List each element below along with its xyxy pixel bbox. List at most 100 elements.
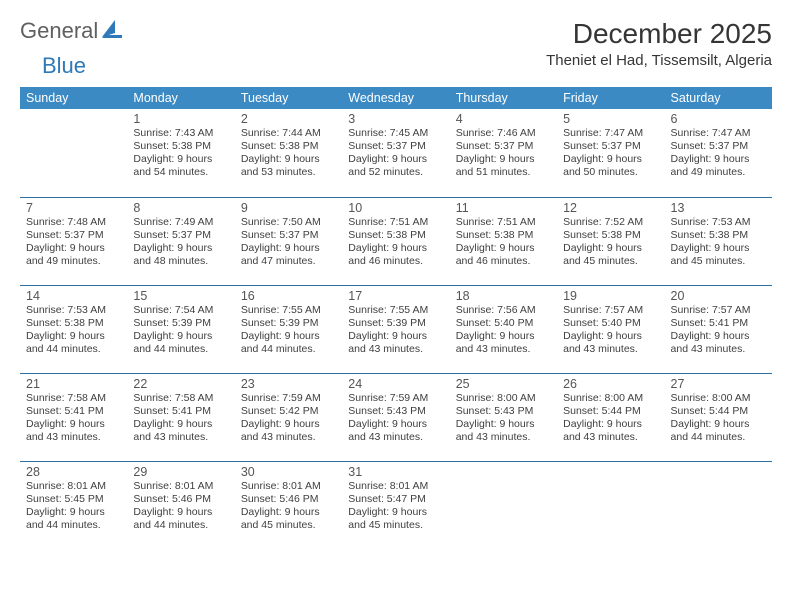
day-info: Sunrise: 7:53 AMSunset: 5:38 PMDaylight:…: [671, 216, 766, 269]
calendar-header-row: SundayMondayTuesdayWednesdayThursdayFrid…: [20, 87, 772, 109]
calendar-body: 1Sunrise: 7:43 AMSunset: 5:38 PMDaylight…: [20, 109, 772, 549]
calendar-day-cell: 16Sunrise: 7:55 AMSunset: 5:39 PMDayligh…: [235, 285, 342, 373]
logo-sail-icon: [102, 18, 122, 44]
day-info: Sunrise: 7:56 AMSunset: 5:40 PMDaylight:…: [456, 304, 551, 357]
day-number: 29: [133, 465, 228, 479]
calendar-day-cell: 21Sunrise: 7:58 AMSunset: 5:41 PMDayligh…: [20, 373, 127, 461]
calendar-day-cell: 23Sunrise: 7:59 AMSunset: 5:42 PMDayligh…: [235, 373, 342, 461]
calendar-week-row: 1Sunrise: 7:43 AMSunset: 5:38 PMDaylight…: [20, 109, 772, 197]
day-info: Sunrise: 7:51 AMSunset: 5:38 PMDaylight:…: [456, 216, 551, 269]
calendar-day-cell: 29Sunrise: 8:01 AMSunset: 5:46 PMDayligh…: [127, 461, 234, 549]
day-info: Sunrise: 7:44 AMSunset: 5:38 PMDaylight:…: [241, 127, 336, 180]
day-info: Sunrise: 7:52 AMSunset: 5:38 PMDaylight:…: [563, 216, 658, 269]
weekday-header: Wednesday: [342, 87, 449, 109]
day-number: 8: [133, 201, 228, 215]
day-number: 30: [241, 465, 336, 479]
day-number: 16: [241, 289, 336, 303]
calendar-day-cell: 11Sunrise: 7:51 AMSunset: 5:38 PMDayligh…: [450, 197, 557, 285]
day-number: 23: [241, 377, 336, 391]
day-number: 19: [563, 289, 658, 303]
weekday-header: Sunday: [20, 87, 127, 109]
day-number: 21: [26, 377, 121, 391]
day-number: 27: [671, 377, 766, 391]
day-number: 15: [133, 289, 228, 303]
logo-text-2: Blue: [42, 53, 86, 79]
day-info: Sunrise: 7:57 AMSunset: 5:41 PMDaylight:…: [671, 304, 766, 357]
title-block: December 2025 Theniet el Had, Tissemsilt…: [546, 18, 772, 69]
day-info: Sunrise: 7:54 AMSunset: 5:39 PMDaylight:…: [133, 304, 228, 357]
day-number: 9: [241, 201, 336, 215]
calendar-empty-cell: [665, 461, 772, 549]
day-info: Sunrise: 7:55 AMSunset: 5:39 PMDaylight:…: [241, 304, 336, 357]
day-number: 12: [563, 201, 658, 215]
calendar-day-cell: 4Sunrise: 7:46 AMSunset: 5:37 PMDaylight…: [450, 109, 557, 197]
calendar-day-cell: 3Sunrise: 7:45 AMSunset: 5:37 PMDaylight…: [342, 109, 449, 197]
calendar-day-cell: 17Sunrise: 7:55 AMSunset: 5:39 PMDayligh…: [342, 285, 449, 373]
calendar-day-cell: 8Sunrise: 7:49 AMSunset: 5:37 PMDaylight…: [127, 197, 234, 285]
weekday-header: Thursday: [450, 87, 557, 109]
day-info: Sunrise: 7:45 AMSunset: 5:37 PMDaylight:…: [348, 127, 443, 180]
day-info: Sunrise: 8:01 AMSunset: 5:47 PMDaylight:…: [348, 480, 443, 533]
day-number: 17: [348, 289, 443, 303]
day-number: 28: [26, 465, 121, 479]
day-number: 20: [671, 289, 766, 303]
weekday-header: Saturday: [665, 87, 772, 109]
day-number: 22: [133, 377, 228, 391]
calendar-day-cell: 28Sunrise: 8:01 AMSunset: 5:45 PMDayligh…: [20, 461, 127, 549]
day-info: Sunrise: 8:01 AMSunset: 5:46 PMDaylight:…: [241, 480, 336, 533]
day-info: Sunrise: 7:58 AMSunset: 5:41 PMDaylight:…: [26, 392, 121, 445]
day-info: Sunrise: 7:55 AMSunset: 5:39 PMDaylight:…: [348, 304, 443, 357]
calendar-week-row: 21Sunrise: 7:58 AMSunset: 5:41 PMDayligh…: [20, 373, 772, 461]
day-number: 2: [241, 112, 336, 126]
day-number: 10: [348, 201, 443, 215]
calendar-day-cell: 25Sunrise: 8:00 AMSunset: 5:43 PMDayligh…: [450, 373, 557, 461]
calendar-empty-cell: [20, 109, 127, 197]
day-info: Sunrise: 7:49 AMSunset: 5:37 PMDaylight:…: [133, 216, 228, 269]
logo: General: [20, 18, 124, 44]
day-info: Sunrise: 7:59 AMSunset: 5:43 PMDaylight:…: [348, 392, 443, 445]
calendar-empty-cell: [557, 461, 664, 549]
weekday-header: Monday: [127, 87, 234, 109]
day-info: Sunrise: 7:50 AMSunset: 5:37 PMDaylight:…: [241, 216, 336, 269]
day-number: 3: [348, 112, 443, 126]
calendar-day-cell: 12Sunrise: 7:52 AMSunset: 5:38 PMDayligh…: [557, 197, 664, 285]
day-info: Sunrise: 7:51 AMSunset: 5:38 PMDaylight:…: [348, 216, 443, 269]
day-info: Sunrise: 8:01 AMSunset: 5:45 PMDaylight:…: [26, 480, 121, 533]
day-info: Sunrise: 7:46 AMSunset: 5:37 PMDaylight:…: [456, 127, 551, 180]
calendar-day-cell: 2Sunrise: 7:44 AMSunset: 5:38 PMDaylight…: [235, 109, 342, 197]
calendar-day-cell: 26Sunrise: 8:00 AMSunset: 5:44 PMDayligh…: [557, 373, 664, 461]
calendar-empty-cell: [450, 461, 557, 549]
day-info: Sunrise: 7:43 AMSunset: 5:38 PMDaylight:…: [133, 127, 228, 180]
day-info: Sunrise: 8:01 AMSunset: 5:46 PMDaylight:…: [133, 480, 228, 533]
day-info: Sunrise: 7:58 AMSunset: 5:41 PMDaylight:…: [133, 392, 228, 445]
day-info: Sunrise: 7:57 AMSunset: 5:40 PMDaylight:…: [563, 304, 658, 357]
calendar-day-cell: 19Sunrise: 7:57 AMSunset: 5:40 PMDayligh…: [557, 285, 664, 373]
calendar-week-row: 7Sunrise: 7:48 AMSunset: 5:37 PMDaylight…: [20, 197, 772, 285]
day-info: Sunrise: 7:53 AMSunset: 5:38 PMDaylight:…: [26, 304, 121, 357]
calendar-day-cell: 1Sunrise: 7:43 AMSunset: 5:38 PMDaylight…: [127, 109, 234, 197]
calendar-week-row: 28Sunrise: 8:01 AMSunset: 5:45 PMDayligh…: [20, 461, 772, 549]
calendar-day-cell: 9Sunrise: 7:50 AMSunset: 5:37 PMDaylight…: [235, 197, 342, 285]
day-number: 24: [348, 377, 443, 391]
calendar-day-cell: 10Sunrise: 7:51 AMSunset: 5:38 PMDayligh…: [342, 197, 449, 285]
calendar-day-cell: 27Sunrise: 8:00 AMSunset: 5:44 PMDayligh…: [665, 373, 772, 461]
day-number: 7: [26, 201, 121, 215]
day-info: Sunrise: 8:00 AMSunset: 5:44 PMDaylight:…: [671, 392, 766, 445]
calendar-table: SundayMondayTuesdayWednesdayThursdayFrid…: [20, 87, 772, 549]
calendar-day-cell: 15Sunrise: 7:54 AMSunset: 5:39 PMDayligh…: [127, 285, 234, 373]
weekday-header: Friday: [557, 87, 664, 109]
day-info: Sunrise: 7:48 AMSunset: 5:37 PMDaylight:…: [26, 216, 121, 269]
calendar-day-cell: 7Sunrise: 7:48 AMSunset: 5:37 PMDaylight…: [20, 197, 127, 285]
calendar-day-cell: 24Sunrise: 7:59 AMSunset: 5:43 PMDayligh…: [342, 373, 449, 461]
day-number: 13: [671, 201, 766, 215]
day-info: Sunrise: 8:00 AMSunset: 5:44 PMDaylight:…: [563, 392, 658, 445]
day-info: Sunrise: 7:59 AMSunset: 5:42 PMDaylight:…: [241, 392, 336, 445]
day-number: 31: [348, 465, 443, 479]
day-info: Sunrise: 8:00 AMSunset: 5:43 PMDaylight:…: [456, 392, 551, 445]
location: Theniet el Had, Tissemsilt, Algeria: [546, 52, 772, 69]
day-number: 5: [563, 112, 658, 126]
calendar-day-cell: 18Sunrise: 7:56 AMSunset: 5:40 PMDayligh…: [450, 285, 557, 373]
calendar-day-cell: 5Sunrise: 7:47 AMSunset: 5:37 PMDaylight…: [557, 109, 664, 197]
day-number: 18: [456, 289, 551, 303]
day-number: 6: [671, 112, 766, 126]
